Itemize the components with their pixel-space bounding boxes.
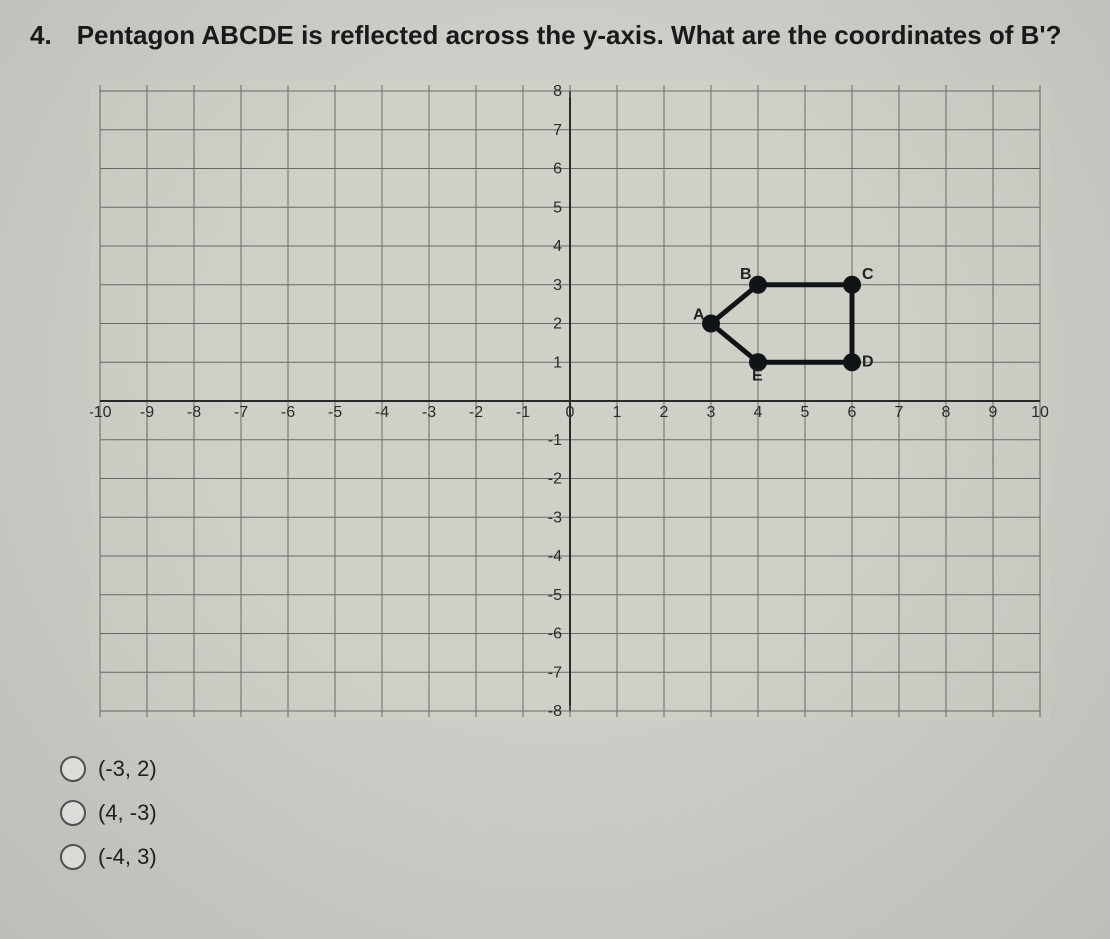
svg-text:4: 4 <box>754 404 763 421</box>
svg-text:4: 4 <box>553 238 562 255</box>
svg-text:7: 7 <box>895 404 904 421</box>
svg-text:3: 3 <box>553 277 562 294</box>
svg-text:8: 8 <box>553 83 562 100</box>
svg-text:9: 9 <box>989 404 998 421</box>
svg-text:-3: -3 <box>548 509 562 526</box>
option-3[interactable]: (-4, 3) <box>60 844 1080 870</box>
question-text: Pentagon ABCDE is reflected across the y… <box>77 20 1062 51</box>
svg-text:-2: -2 <box>548 471 562 488</box>
svg-text:-10: -10 <box>90 404 112 421</box>
svg-text:-5: -5 <box>548 587 562 604</box>
svg-text:1: 1 <box>613 404 622 421</box>
svg-text:-7: -7 <box>234 404 248 421</box>
svg-text:-4: -4 <box>548 548 562 565</box>
option-label: (-4, 3) <box>98 844 157 870</box>
svg-text:-6: -6 <box>281 404 295 421</box>
svg-text:3: 3 <box>707 404 716 421</box>
svg-text:-1: -1 <box>548 432 562 449</box>
svg-text:E: E <box>752 367 763 384</box>
svg-text:-8: -8 <box>187 404 201 421</box>
svg-text:-9: -9 <box>140 404 154 421</box>
svg-text:-5: -5 <box>328 404 342 421</box>
question-row: 4. Pentagon ABCDE is reflected across th… <box>30 20 1080 51</box>
option-1[interactable]: (-3, 2) <box>60 756 1080 782</box>
svg-text:B: B <box>740 266 752 283</box>
svg-text:D: D <box>862 353 874 370</box>
svg-text:6: 6 <box>848 404 857 421</box>
svg-text:1: 1 <box>553 354 562 371</box>
svg-text:2: 2 <box>553 316 562 333</box>
svg-text:6: 6 <box>553 161 562 178</box>
svg-text:5: 5 <box>553 199 562 216</box>
coordinate-graph: -10-9-8-7-6-5-4-3-2-10123456789108765432… <box>90 81 1080 726</box>
svg-text:-6: -6 <box>548 626 562 643</box>
option-2[interactable]: (4, -3) <box>60 800 1080 826</box>
svg-text:-1: -1 <box>516 404 530 421</box>
svg-text:2: 2 <box>660 404 669 421</box>
svg-text:7: 7 <box>553 122 562 139</box>
svg-text:-4: -4 <box>375 404 389 421</box>
option-label: (4, -3) <box>98 800 157 826</box>
question-number: 4. <box>30 20 52 51</box>
svg-text:-3: -3 <box>422 404 436 421</box>
svg-text:-7: -7 <box>548 664 562 681</box>
svg-text:C: C <box>862 266 874 283</box>
svg-text:-8: -8 <box>548 703 562 720</box>
radio-icon[interactable] <box>60 756 86 782</box>
radio-icon[interactable] <box>60 844 86 870</box>
radio-icon[interactable] <box>60 800 86 826</box>
option-label: (-3, 2) <box>98 756 157 782</box>
answer-options: (-3, 2) (4, -3) (-4, 3) <box>60 756 1080 870</box>
svg-text:5: 5 <box>801 404 810 421</box>
svg-text:0: 0 <box>566 404 575 421</box>
svg-text:A: A <box>693 307 705 324</box>
svg-text:10: 10 <box>1031 404 1049 421</box>
svg-text:-2: -2 <box>469 404 483 421</box>
svg-text:8: 8 <box>942 404 951 421</box>
graph-svg: -10-9-8-7-6-5-4-3-2-10123456789108765432… <box>90 81 1050 721</box>
